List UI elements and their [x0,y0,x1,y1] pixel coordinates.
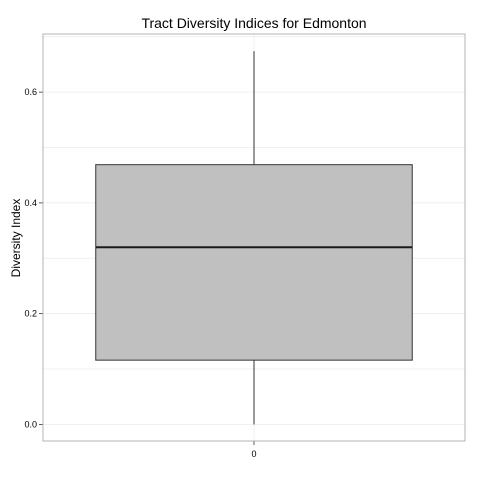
plot-area [95,51,413,425]
box-iqr [95,164,413,361]
panel-border [42,33,466,442]
chart-title: Tract Diversity Indices for Edmonton [141,15,366,31]
y-tick-label: 0.2 [24,309,37,319]
axis-ticks: 0 0.0 0.2 0.4 0.6 [24,87,256,459]
y-axis-label: Diversity Index [9,199,23,278]
y-tick-label: 0.6 [24,87,37,97]
y-tick-label: 0.0 [24,419,37,429]
y-tick-label: 0.4 [24,198,37,208]
x-tick-label: 0 [251,449,256,459]
